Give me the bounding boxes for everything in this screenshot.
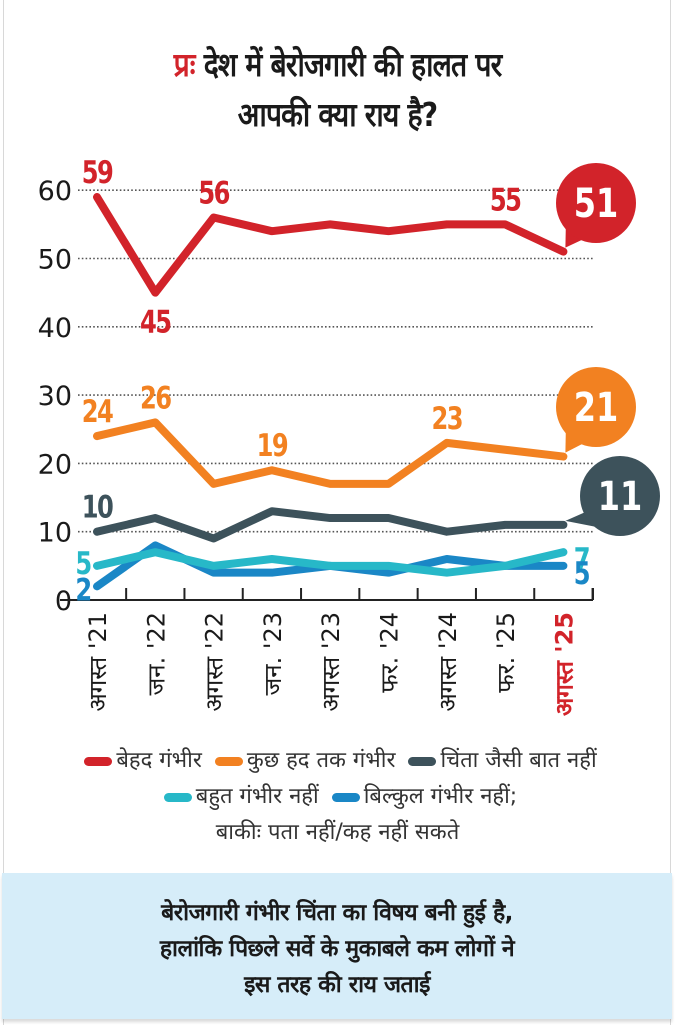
summary-line-1: बेरोजगारी गंभीर चिंता का विषय बनी हुई है…: [161, 900, 513, 926]
chart-title: प्रः देश में बेरोजगारी की हालत पर आपकी क…: [47, 40, 628, 140]
data-label: 19: [257, 427, 288, 464]
legend-label: कुछ हद तक गंभीर: [246, 748, 396, 773]
callout-bubble: 51: [556, 163, 636, 248]
data-label: 55: [490, 181, 521, 218]
y-tick-label: 20: [38, 449, 72, 480]
legend: बेहद गंभीर कुछ हद तक गंभीर चिंता जैसी बा…: [30, 743, 645, 851]
data-label: 10: [82, 489, 113, 526]
x-tick-label: फर. '25: [492, 612, 520, 693]
callout-circle: [556, 367, 636, 447]
callout-value: 51: [574, 179, 619, 226]
x-tick-label: अगस्त '22: [201, 612, 229, 712]
legend-item-not-at-all-serious: बिल्कुल गंभीर नहीं;: [326, 784, 518, 809]
y-tick-label: 30: [38, 381, 72, 412]
legend-label: बेहद गंभीर: [116, 748, 202, 773]
legend-swatch-blue: [331, 792, 360, 802]
x-tick-label: अगस्त '21: [84, 612, 112, 712]
card-frame: [3, 0, 671, 1025]
x-axis-labels: अगस्त '21 जन. '22 अगस्त '22 जन. '23 अगस्त '2…: [84, 612, 578, 716]
title-line-1: देश में बेरोजगारी की हालत पर: [203, 45, 502, 84]
data-label: 2: [75, 571, 90, 608]
y-tick-label: 60: [38, 176, 72, 207]
callout-circle: [580, 456, 660, 536]
legend-label: बिल्कुल गंभीर नहीं;: [363, 784, 518, 809]
legend-swatch-dark: [408, 756, 437, 766]
summary-text: बेरोजगारी गंभीर चिंता का विषय बनी हुई है…: [2, 895, 672, 1003]
callouts: 51 21 11: [556, 163, 660, 536]
y-tick-label: 50: [38, 245, 72, 276]
data-label: 26: [140, 379, 171, 416]
y-tick-label: 0: [55, 586, 72, 617]
x-tick-label: जन. '23: [259, 612, 287, 696]
legend-swatch-cyan: [163, 792, 192, 802]
series-line: [93, 418, 568, 488]
data-label: 5: [574, 555, 590, 592]
line-chart: 0 10 20 30 40 50 60 अगस्त '21 जन. '22 अगस्त '22 ज…: [38, 154, 660, 716]
y-tick-label: 40: [38, 313, 72, 344]
legend-label: बहुत गंभीर नहीं: [195, 784, 319, 809]
data-label: 5: [75, 545, 91, 582]
x-tick-label: अगस्त '25: [550, 612, 578, 716]
legend-swatch-orange: [214, 756, 243, 766]
callout-bubble: 21: [556, 367, 636, 453]
x-tick-label: अगस्त '23: [317, 612, 345, 712]
title-line-2: आपकी क्या राय है?: [237, 95, 438, 134]
x-axis: [60, 588, 594, 601]
summary-line-2: हालांकि पिछले सर्वे के मुकाबले कम लोगों …: [159, 936, 515, 962]
series-lines: [93, 193, 568, 591]
legend-label: चिंता जैसी बात नहीं: [440, 748, 597, 773]
x-tick-label: अगस्त '24: [434, 612, 462, 712]
x-tick-label: फर. '24: [376, 612, 404, 693]
legend-note: बाकीः पता नहीं/कह नहीं सकते: [215, 820, 460, 845]
y-axis-ticks: 0 10 20 30 40 50 60: [38, 176, 72, 617]
summary-line-3: इस तरह की राय जताई: [244, 972, 430, 998]
summary-box: बेरोजगारी गंभीर चिंता का विषय बनी हुई है…: [2, 873, 672, 1019]
legend-swatch-red: [84, 756, 113, 766]
legend-item-no-concern: चिंता जैसी बात नहीं: [402, 748, 597, 773]
callout-value: 11: [598, 472, 643, 519]
data-label: 23: [432, 400, 463, 437]
data-label: 24: [82, 393, 114, 430]
data-label: 45: [140, 304, 171, 341]
data-label: 59: [82, 154, 113, 191]
series-line: [93, 507, 568, 543]
legend-item-somewhat-serious: कुछ हद तक गंभीर: [209, 748, 396, 773]
series-line: [93, 193, 568, 297]
callout-circle: [556, 163, 636, 243]
question-prefix: प्रः: [173, 45, 196, 84]
series-line: [93, 548, 568, 577]
legend-item-very-serious: बेहद गंभीर: [78, 748, 202, 773]
data-label: 7: [574, 541, 590, 578]
callout-value: 21: [574, 383, 619, 430]
callout-bubble: 11: [565, 456, 660, 536]
y-tick-label: 10: [38, 518, 72, 549]
legend-item-not-very-serious: बहुत गंभीर नहीं: [158, 784, 319, 809]
x-tick-label: जन. '22: [142, 612, 170, 696]
data-label: 56: [198, 175, 229, 212]
